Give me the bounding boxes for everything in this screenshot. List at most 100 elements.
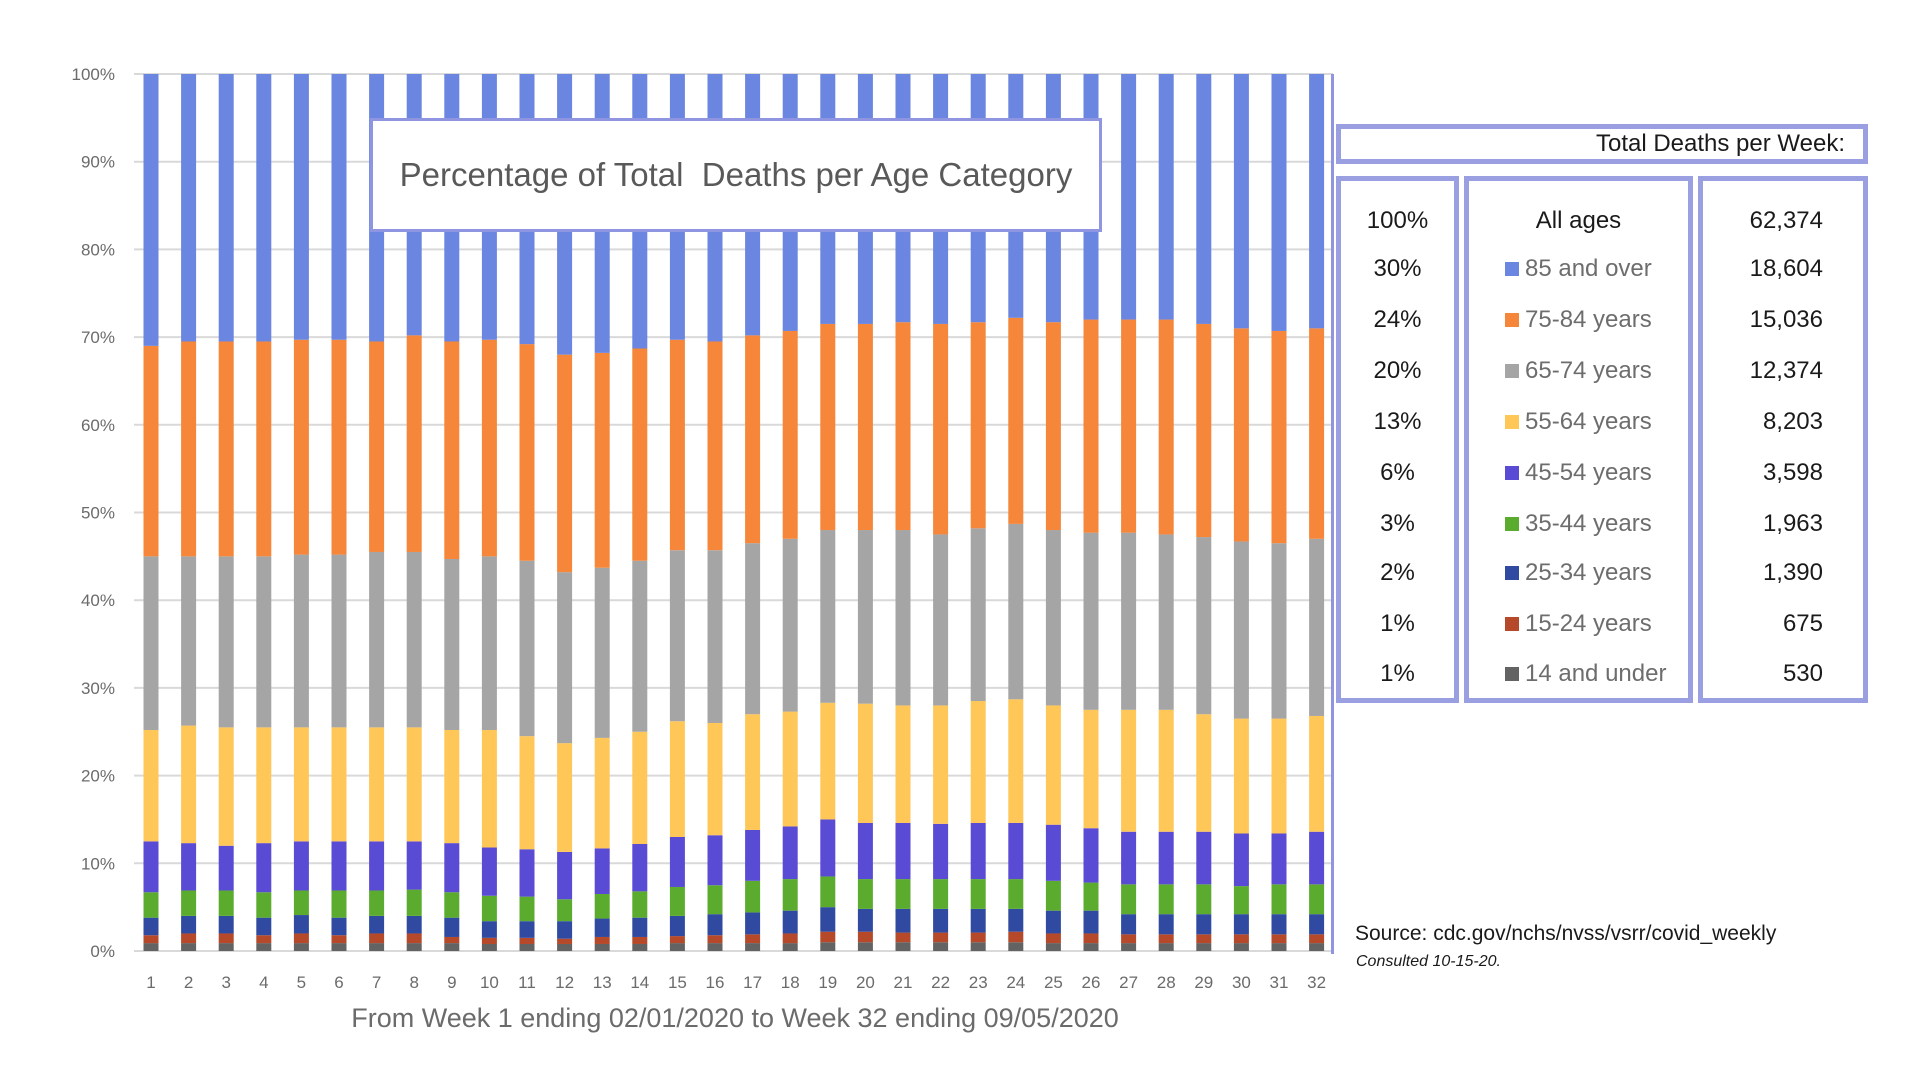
bar-segment-45-54-years <box>444 843 460 893</box>
y-tick-label: 70% <box>81 328 115 347</box>
total-cell: 1,963 <box>1762 510 1823 537</box>
legend-item: 85 and over <box>1469 249 1688 289</box>
bar-segment-25-34-years <box>895 908 911 933</box>
x-tick-label: 23 <box>969 973 988 992</box>
bar-segment-55-64-years <box>369 727 385 842</box>
bar-segment-15-24-years <box>857 931 873 943</box>
bar-segment-14-and-under <box>557 943 573 951</box>
bar-segment-65-74-years <box>782 538 798 712</box>
bar-segment-14-and-under <box>293 943 309 951</box>
bar-segment-75-84-years <box>820 323 836 531</box>
bar-segment-55-64-years <box>669 721 685 837</box>
bar-segment-14-and-under <box>933 942 949 951</box>
bar-segment-35-44-years <box>519 896 535 922</box>
y-tick-label: 100% <box>72 65 115 84</box>
bar-segment-25-34-years <box>557 921 573 939</box>
bar-segment-25-34-years <box>1309 914 1325 935</box>
bar-segment-65-74-years <box>1309 538 1325 716</box>
bar-segment-45-54-years <box>181 843 197 891</box>
bar-segment-55-64-years <box>1271 718 1287 834</box>
bar-segment-35-44-years <box>331 890 347 918</box>
x-tick-label: 9 <box>447 973 456 992</box>
bar-segment-55-64-years <box>1233 718 1249 834</box>
bar-segment-25-34-years <box>632 917 648 937</box>
chart-title-box: Percentage of Total Deaths per Age Categ… <box>370 118 1102 232</box>
percent-cell: 1% <box>1380 660 1415 687</box>
legend-label: 85 and over <box>1525 255 1652 282</box>
bar-segment-45-54-years <box>481 847 497 896</box>
x-tick-label: 25 <box>1044 973 1063 992</box>
age-legend-column: All ages 85 and over 75-84 years 65-74 year… <box>1464 176 1693 703</box>
x-tick-label: 31 <box>1270 973 1289 992</box>
bar-segment-25-34-years <box>1045 910 1061 934</box>
percent-cell: 2% <box>1380 559 1415 586</box>
bar-segment-14-and-under <box>1271 943 1287 951</box>
bar-segment-15-24-years <box>406 933 422 944</box>
bar-segment-14-and-under <box>369 943 385 951</box>
bar-segment-65-74-years <box>406 551 422 728</box>
bar-segment-75-84-years <box>143 345 159 557</box>
bar-segment-15-24-years <box>782 933 798 944</box>
bar-segment-14-and-under <box>857 942 873 951</box>
bar-segment-55-64-years <box>519 736 535 850</box>
bar-segment-25-34-years <box>143 917 159 936</box>
bar-segment-15-24-years <box>745 934 761 944</box>
bar-segment-85-and-over <box>293 74 309 340</box>
bar-segment-35-44-years <box>933 879 949 909</box>
y-tick-label: 0% <box>90 942 115 961</box>
legend-item: 65-74 years <box>1469 351 1688 391</box>
x-tick-label: 19 <box>818 973 837 992</box>
bar-segment-35-44-years <box>594 893 610 919</box>
bar-segment-15-24-years <box>444 936 460 944</box>
bar-segment-75-84-years <box>1121 319 1137 533</box>
y-tick-label: 50% <box>81 504 115 523</box>
x-tick-label: 24 <box>1006 973 1025 992</box>
x-tick-label: 21 <box>894 973 913 992</box>
x-tick-label: 15 <box>668 973 687 992</box>
bar-segment-55-64-years <box>1196 714 1212 832</box>
bar-segment-75-84-years <box>293 339 309 555</box>
bar-segment-65-74-years <box>1196 537 1212 715</box>
bar-segment-25-34-years <box>1121 914 1137 935</box>
total-cell: 1,390 <box>1762 559 1823 586</box>
bar-segment-75-84-years <box>369 341 385 552</box>
x-tick-label: 13 <box>593 973 612 992</box>
bar-segment-55-64-years <box>143 729 159 842</box>
bar-segment-55-64-years <box>782 711 798 827</box>
x-tick-label: 26 <box>1082 973 1101 992</box>
bar-segment-35-44-years <box>782 879 798 911</box>
bar-segment-45-54-years <box>293 841 309 891</box>
y-tick-label: 90% <box>81 153 115 172</box>
legend-label: 15-24 years <box>1525 610 1652 637</box>
bar-segment-35-44-years <box>481 895 497 922</box>
bar-segment-65-74-years <box>594 567 610 738</box>
bar-segment-45-54-years <box>669 836 685 887</box>
x-tick-label: 5 <box>297 973 306 992</box>
x-tick-label: 8 <box>409 973 418 992</box>
x-tick-label: 4 <box>259 973 268 992</box>
legend-swatch-icon <box>1505 617 1519 631</box>
bar-segment-14-and-under <box>444 943 460 951</box>
legend-label: 45-54 years <box>1525 459 1652 486</box>
percent-cell: 6% <box>1380 459 1415 486</box>
bar-segment-14-and-under <box>181 943 197 951</box>
chart-title: Percentage of Total Deaths per Age Categ… <box>399 156 1073 193</box>
bar-segment-75-84-years <box>1233 328 1249 542</box>
bar-segment-15-24-years <box>481 937 497 944</box>
x-tick-label: 12 <box>555 973 574 992</box>
x-tick-label: 32 <box>1307 973 1326 992</box>
bar-segment-85-and-over <box>1309 74 1325 329</box>
bar-segment-35-44-years <box>857 879 873 909</box>
bar-segment-55-64-years <box>970 701 986 823</box>
x-tick-label: 14 <box>630 973 649 992</box>
bar-segment-15-24-years <box>594 936 610 944</box>
bar-segment-55-64-years <box>1083 709 1099 829</box>
bar-segment-55-64-years <box>707 722 723 836</box>
bar-segment-65-74-years <box>895 530 911 706</box>
bar-segment-25-34-years <box>857 908 873 932</box>
bar-segment-85-and-over <box>1158 74 1174 320</box>
percent-cell: 1% <box>1380 610 1415 637</box>
bar-segment-75-84-years <box>406 335 422 552</box>
bar-segment-15-24-years <box>181 933 197 944</box>
bars <box>143 74 1325 951</box>
